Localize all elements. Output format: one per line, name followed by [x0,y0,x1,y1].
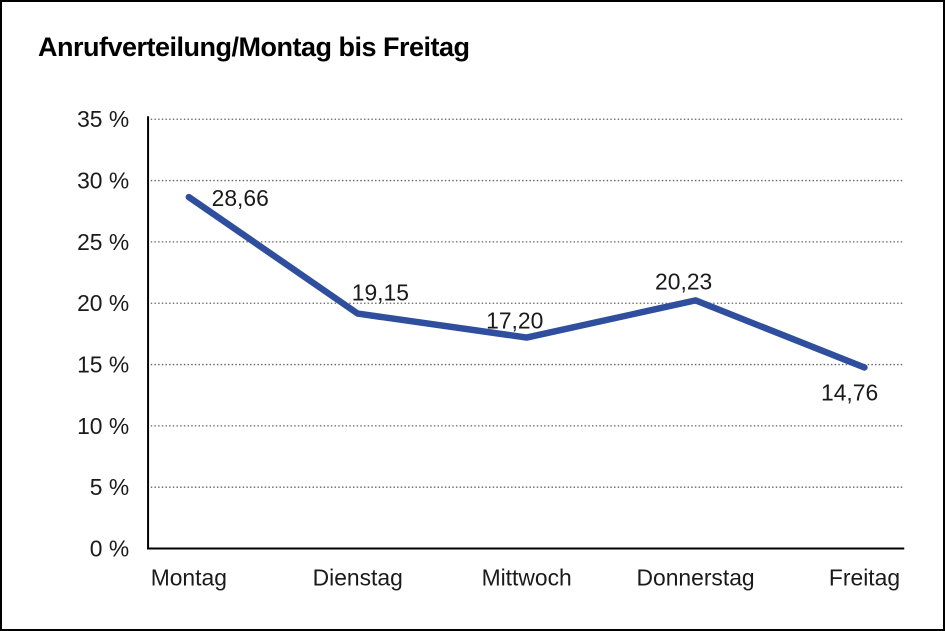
data-label: 20,23 [655,268,712,294]
axes [147,116,905,550]
gridlines [147,118,905,488]
data-label: 19,15 [352,280,409,306]
chart-title: Anrufverteilung/Montag bis Freitag [38,32,470,62]
x-category-label: Freitag [829,564,900,590]
y-tick-label: 0 % [90,535,129,561]
y-tick-label: 15 % [77,351,129,377]
y-tick-label: 25 % [77,229,129,255]
data-label: 14,76 [821,379,878,405]
series-line [185,193,868,371]
series-polyline [185,193,868,371]
y-tick-label: 20 % [77,290,129,316]
y-tick-label: 30 % [77,168,129,194]
data-label: 17,20 [486,308,543,334]
y-tick-label: 10 % [77,413,129,439]
data-label: 28,66 [212,185,269,211]
y-tick-label: 35 % [77,106,129,132]
y-tick-label: 5 % [90,474,129,500]
x-category-label: Mittwoch [482,564,572,590]
x-category-label: Donnerstag [637,564,755,590]
data-point-labels: 28,66 19,15 17,20 20,23 14,76 [212,185,879,405]
x-category-label: Dienstag [313,564,403,590]
x-category-label: Montag [151,564,227,590]
x-axis-category-labels: Montag Dienstag Mittwoch Donnerstag Freitag [151,564,900,590]
y-axis-tick-labels: 0 % 5 % 10 % 15 % 20 % 25 % 30 % 35 % [77,106,129,561]
